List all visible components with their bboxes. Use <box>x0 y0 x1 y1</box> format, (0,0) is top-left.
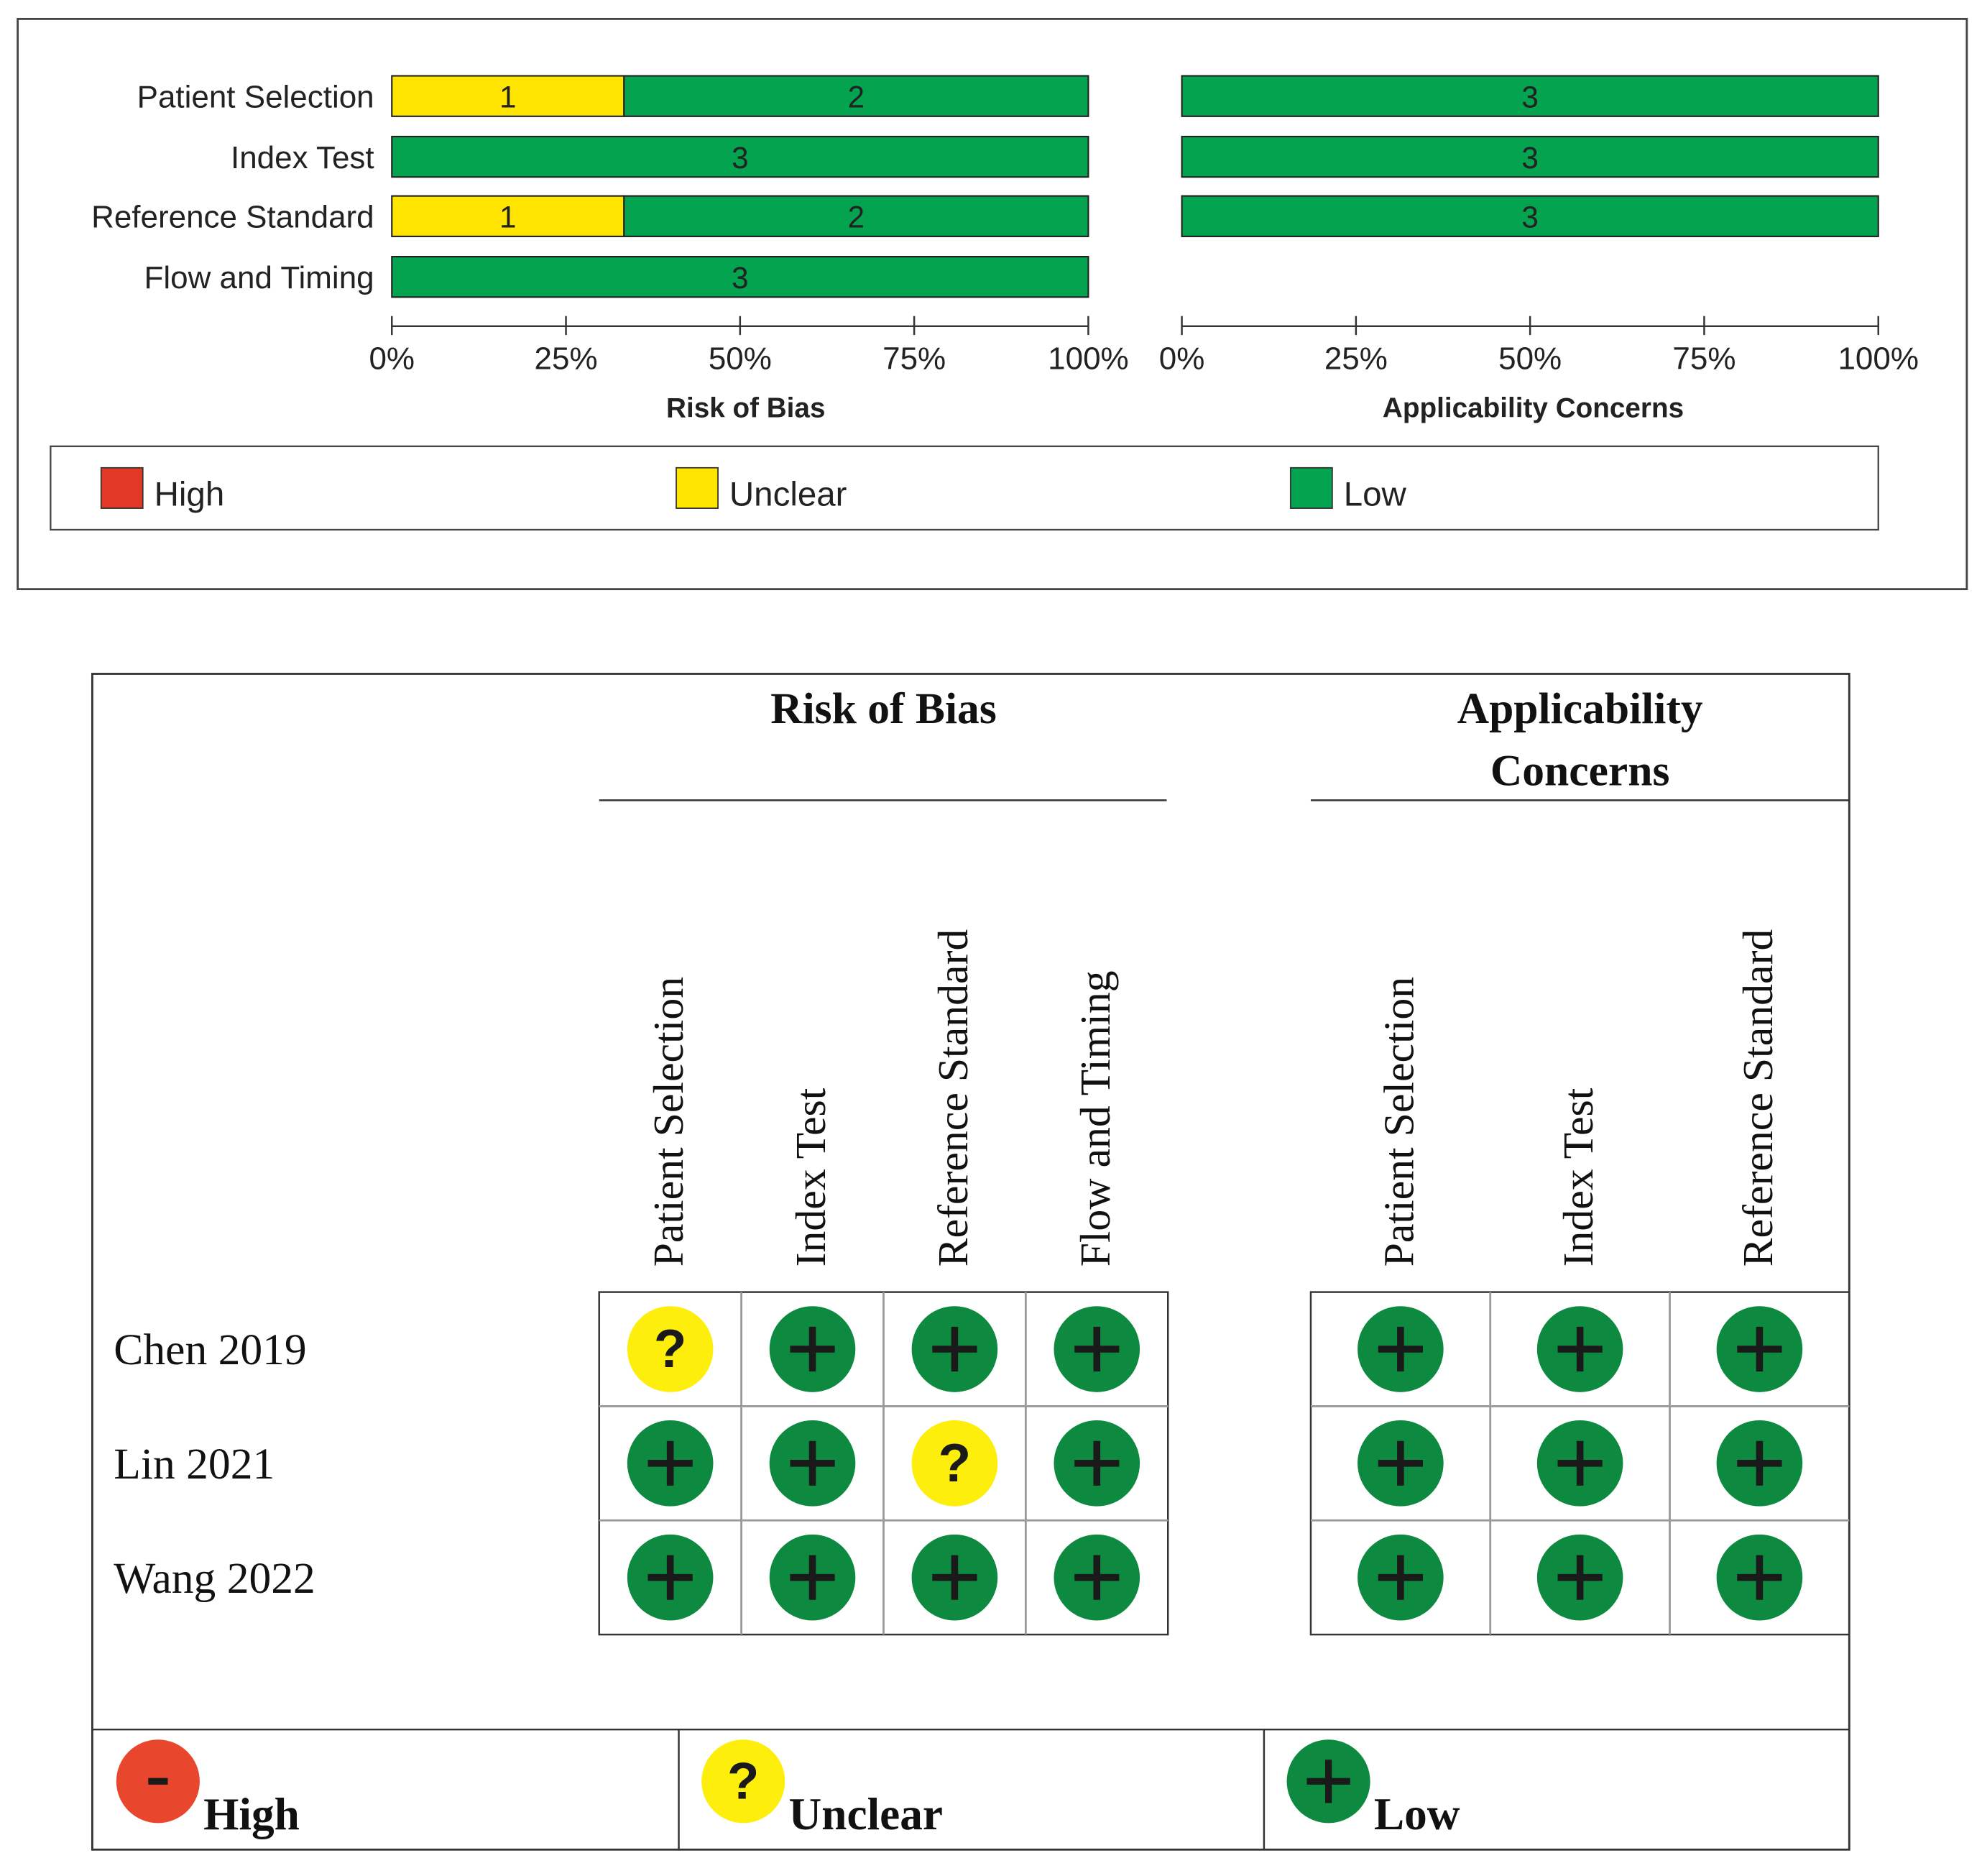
column-header-rob-index-test: Index Test <box>787 1088 834 1266</box>
app-bar-reference-standard-low <box>1181 195 1879 237</box>
top-legend: High Unclear Low <box>100 466 1407 514</box>
cell-chen-2019-rob-reference-standard <box>911 1306 998 1392</box>
category-label-patient-selection: Patient Selection <box>137 80 374 115</box>
category-label-flow-and-timing: Flow and Timing <box>144 260 374 295</box>
cell-lin-2021-rob-index-test <box>769 1420 856 1507</box>
rob-x-tick-label: 25% <box>535 341 598 377</box>
legend-label-low: Low <box>1344 476 1407 514</box>
legend-icon-low <box>1286 1739 1370 1824</box>
app-bar-count-index-test-low: 3 <box>1521 141 1538 175</box>
cell-wang-2022-rob-patient-selection <box>627 1534 714 1621</box>
legend-swatch-high <box>100 466 144 509</box>
rob-bar-count-flow-and-timing-low: 3 <box>732 261 748 295</box>
column-header-rob-reference-standard: Reference Standard <box>929 929 977 1266</box>
cell-wang-2022-app-reference-standard <box>1716 1534 1803 1621</box>
grid-frame-app <box>1309 1291 1850 1636</box>
unclear-circle <box>701 1739 785 1824</box>
category-label-reference-standard: Reference Standard <box>91 200 374 235</box>
rob-bar-index-test-low <box>391 135 1089 178</box>
app-x-tick-label: 50% <box>1498 341 1562 377</box>
legend-bottom-label-unclear: Unclear <box>789 1789 943 1839</box>
cell-wang-2022-rob-index-test <box>769 1534 856 1621</box>
cell-wang-2022-rob-flow-and-timing <box>1054 1534 1140 1621</box>
legend-label-high: High <box>155 476 225 514</box>
legend-swatch-low <box>1289 466 1333 509</box>
top-panel-frame <box>17 17 1968 591</box>
legend-icon-high <box>116 1739 200 1824</box>
group-title-risk-of-bias: Risk of Bias <box>770 684 997 733</box>
app-x-tick-label: 75% <box>1672 341 1736 377</box>
cell-chen-2019-app-reference-standard <box>1716 1306 1803 1392</box>
legend-icon-unclear: ? <box>701 1739 785 1824</box>
app-bar-index-test-low <box>1181 135 1879 178</box>
cell-lin-2021-app-index-test <box>1536 1420 1623 1507</box>
column-header-app-reference-standard: Reference Standard <box>1734 929 1782 1266</box>
summary-panel-frame <box>91 673 1850 1851</box>
legend-swatch-unclear <box>676 466 719 509</box>
cell-lin-2021-rob-flow-and-timing <box>1054 1420 1140 1507</box>
summary-grid: ?? Chen 2019 Lin 2021 Wang 2022 <box>114 1291 1850 1636</box>
group-title-applicability-concerns: Applicability Concerns <box>1457 684 1703 795</box>
bottom-legend: High? Unclear Low <box>116 1739 1460 1839</box>
rob-bar-flow-and-timing-low <box>391 256 1089 298</box>
app-x-tick-label: 0% <box>1159 341 1205 377</box>
question-icon: ? <box>727 1752 759 1811</box>
applicability-axis-label: Applicability Concerns <box>1383 392 1684 423</box>
rob-bar-patient-selection-low <box>623 75 1089 117</box>
unclear-circle <box>627 1306 714 1392</box>
rob-bar-count-reference-standard-low: 2 <box>848 201 865 234</box>
cell-chen-2019-rob-patient-selection: ? <box>627 1306 714 1392</box>
cell-wang-2022-rob-reference-standard <box>911 1534 998 1621</box>
legend-label-unclear: Unclear <box>729 476 847 514</box>
rob-bar-reference-standard-unclear <box>391 195 625 237</box>
risk-of-bias-axis-label: Risk of Bias <box>666 392 825 423</box>
cell-chen-2019-app-index-test <box>1536 1306 1623 1392</box>
cell-wang-2022-app-patient-selection <box>1358 1534 1444 1621</box>
question-icon: ? <box>654 1318 687 1379</box>
app-x-tick-label: 25% <box>1324 341 1388 377</box>
column-header-rob-patient-selection: Patient Selection <box>645 977 692 1267</box>
cell-lin-2021-rob-reference-standard: ? <box>911 1420 998 1507</box>
rob-bar-count-patient-selection-unclear: 1 <box>499 81 516 114</box>
app-bar-count-patient-selection-low: 3 <box>1521 81 1538 114</box>
rob-x-tick-label: 100% <box>1048 341 1128 377</box>
legend-bottom-label-low: Low <box>1374 1789 1460 1839</box>
cell-lin-2021-app-reference-standard <box>1716 1420 1803 1507</box>
app-bar-patient-selection-low <box>1181 75 1879 117</box>
cell-lin-2021-rob-patient-selection <box>627 1420 714 1507</box>
top-legend-frame <box>50 445 1879 531</box>
category-label-index-test: Index Test <box>231 140 374 175</box>
column-header-app-index-test: Index Test <box>1554 1088 1602 1266</box>
rob-bar-count-patient-selection-low: 2 <box>848 81 865 114</box>
cell-lin-2021-app-patient-selection <box>1358 1420 1444 1507</box>
summary-headers: Risk of Bias Applicability Concerns Patient… <box>599 684 1850 1266</box>
rob-x-tick-label: 50% <box>709 341 772 377</box>
bar-axes: 0% 25% 50% 75% 100% 0% 25% 50% 75% 100% <box>369 316 1919 377</box>
unclear-circle <box>911 1420 998 1507</box>
app-x-tick-label: 100% <box>1838 341 1918 377</box>
app-bar-count-reference-standard-low: 3 <box>1521 201 1538 234</box>
rob-bar-count-reference-standard-unclear: 1 <box>499 201 516 234</box>
study-label-lin-2021: Lin 2021 <box>114 1440 275 1489</box>
rob-x-tick-label: 0% <box>369 341 415 377</box>
cell-chen-2019-app-patient-selection <box>1358 1306 1444 1392</box>
legend-bottom-label-high: High <box>203 1789 300 1839</box>
rob-bar-patient-selection-unclear <box>391 75 625 117</box>
bar-charts: Patient Selection 1 2 Index Test 3 Reference … <box>91 75 1879 298</box>
rob-bar-reference-standard-low <box>623 195 1089 237</box>
question-icon: ? <box>939 1433 972 1493</box>
cell-chen-2019-rob-flow-and-timing <box>1054 1306 1140 1392</box>
study-label-chen-2019: Chen 2019 <box>114 1325 306 1374</box>
cell-chen-2019-rob-index-test <box>769 1306 856 1392</box>
rob-bar-count-index-test-low: 3 <box>732 141 748 175</box>
rob-x-tick-label: 75% <box>882 341 946 377</box>
study-label-wang-2022: Wang 2022 <box>114 1554 315 1603</box>
column-header-rob-flow-and-timing: Flow and Timing <box>1071 970 1119 1266</box>
cell-wang-2022-app-index-test <box>1536 1534 1623 1621</box>
column-header-app-patient-selection: Patient Selection <box>1375 977 1422 1267</box>
